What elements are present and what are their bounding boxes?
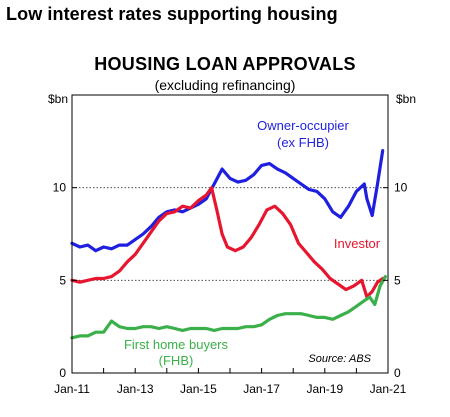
series-layer [70,149,387,340]
label-fhb-line1: First home buyers [124,337,229,352]
slide-title: Low interest rates supporting housing [6,4,338,24]
label-investor: Investor [334,236,381,251]
source-note: Source: ABS [308,353,371,365]
plot-frame [71,94,389,374]
chart-title: HOUSING LOAN APPROVALS [94,54,356,74]
x-tick-label: Jan-19 [306,382,343,396]
chart-subtitle: (excluding refinancing) [154,77,296,93]
x-tick-label: Jan-15 [180,382,217,396]
label-owner-occupier-line2: (ex FHB) [277,135,329,150]
investor-line [70,186,385,299]
y-tick-right: 5 [394,273,401,287]
y-tick-left: 0 [59,366,66,380]
y-unit-left: $bn [48,92,68,106]
y-tick-left: 5 [59,273,66,287]
grid-layer [72,187,388,281]
y-tick-right: 10 [394,181,408,195]
y-tick-right: 0 [394,366,401,380]
x-tick-label: Jan-17 [243,382,280,396]
owner-occupier-line [70,149,385,253]
x-tick-label: Jan-11 [54,382,90,396]
y-tick-left: 10 [53,181,67,195]
y-unit-right: $bn [396,92,416,106]
x-tick-label: Jan-21 [370,382,407,396]
x-tick-label: Jan-13 [117,382,154,396]
fhb-line [70,275,387,340]
label-fhb-line2: (FHB) [159,353,194,368]
axis-layer: 0 0 5 5 10 10 Jan-11 Jan-13 Jan-15 Jan-17 Jan-19 Ja… [53,181,408,396]
label-owner-occupier-line1: Owner-occupier [257,118,349,133]
